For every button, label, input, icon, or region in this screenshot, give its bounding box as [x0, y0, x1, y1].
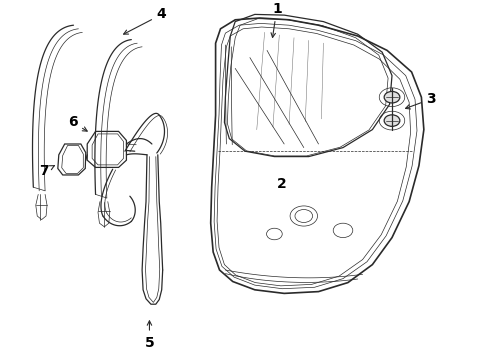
Text: 5: 5: [145, 321, 154, 350]
Text: 1: 1: [271, 2, 282, 37]
Text: 2: 2: [277, 177, 287, 190]
Circle shape: [384, 115, 400, 126]
Text: 6: 6: [68, 116, 87, 131]
Text: 4: 4: [123, 8, 167, 34]
Text: 3: 3: [406, 92, 436, 109]
Circle shape: [384, 91, 400, 103]
Text: 7: 7: [39, 164, 54, 178]
